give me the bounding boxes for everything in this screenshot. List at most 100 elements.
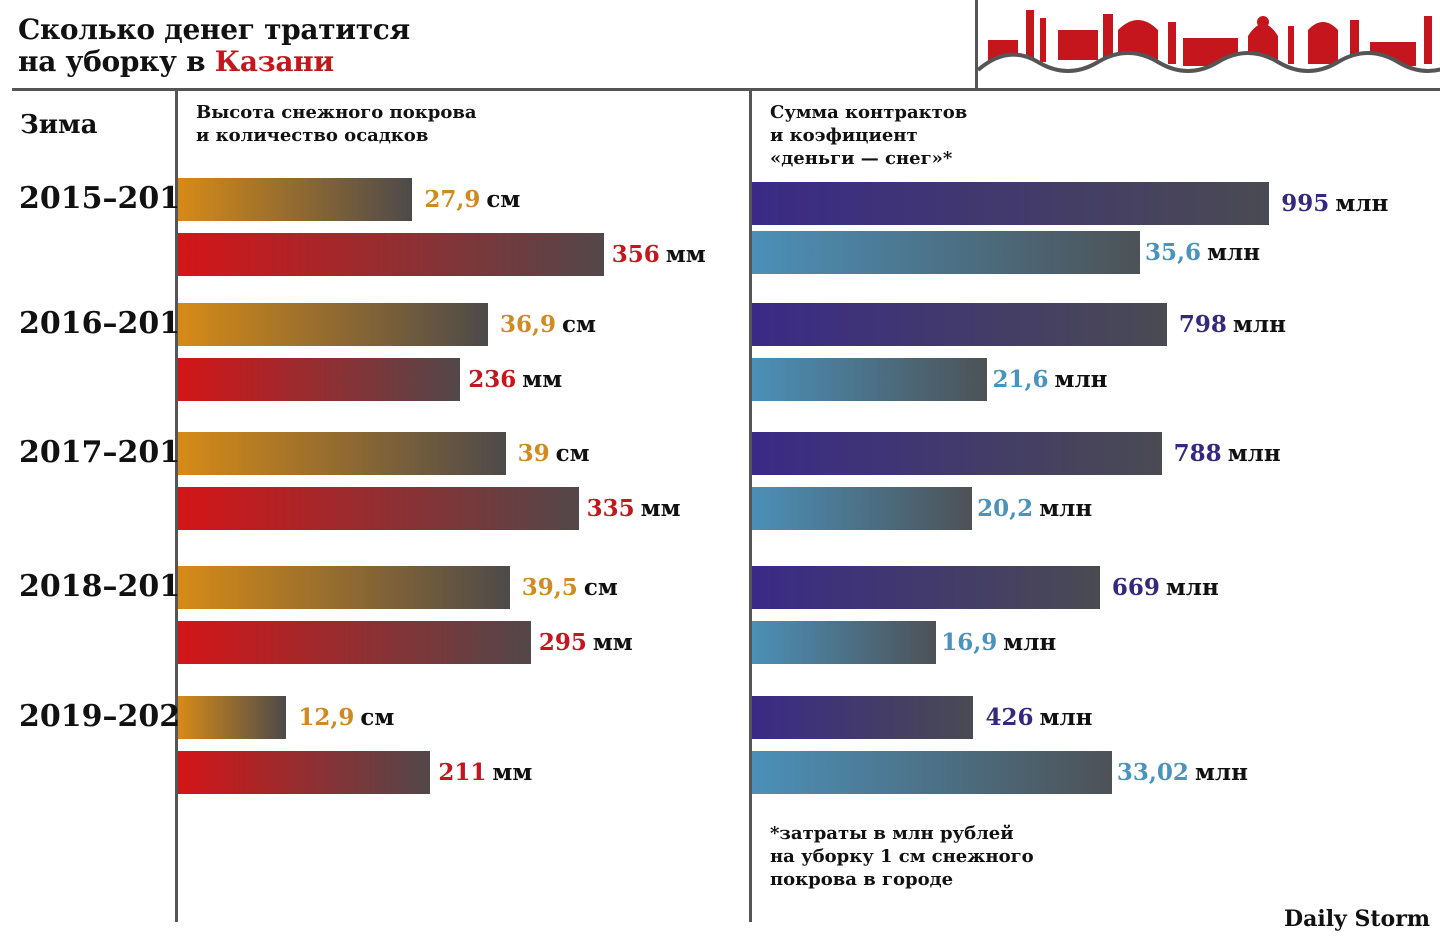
data-label-value: 798 — [1178, 310, 1227, 338]
data-label-unit: мм — [492, 758, 533, 786]
year-label: 2016–2017 — [19, 306, 201, 341]
right-panel-title-line3: «деньги — снег»* — [770, 148, 953, 169]
data-label-money: 798 млн — [1178, 310, 1286, 338]
footnote-line1: *затраты в млн рублей — [770, 823, 1014, 844]
data-label-value: 27,9 — [424, 185, 481, 213]
header-vertical-divider — [975, 0, 978, 90]
year-label: 2015–2016 — [19, 181, 201, 216]
data-label-value: 35,6 — [1145, 238, 1202, 266]
data-label-money: 995 млн — [1281, 189, 1388, 217]
data-label-value: 335 — [586, 494, 635, 522]
data-label-unit: млн — [1054, 365, 1108, 393]
kazan-skyline-illustration — [978, 0, 1440, 86]
right-axis-line — [749, 90, 752, 922]
left-axis-line — [175, 90, 178, 922]
footnote-line2: на уборку 1 см снежного — [770, 846, 1034, 867]
data-label-value: 39,5 — [521, 573, 578, 601]
data-label-value: 21,6 — [992, 365, 1049, 393]
data-label-coef: 16,9 млн — [941, 628, 1057, 656]
data-label-value: 426 — [985, 703, 1034, 731]
bar-coef — [752, 358, 988, 401]
data-label-value: 12,9 — [298, 703, 355, 731]
data-label-money: 426 млн — [985, 703, 1093, 731]
data-label-unit: млн — [1003, 628, 1057, 656]
data-label-coef: 33,02 млн — [1116, 758, 1248, 786]
title-city: Казани — [214, 45, 334, 78]
data-label-value: 33,02 — [1116, 758, 1189, 786]
right-panel-title-line1: Сумма контрактов — [770, 102, 968, 123]
data-label-coef: 21,6 млн — [992, 365, 1108, 393]
data-label-unit: см — [360, 703, 395, 731]
data-label-coef: 20,2 млн — [977, 494, 1093, 522]
data-label-value: 788 — [1173, 439, 1222, 467]
data-label-value: 36,9 — [499, 310, 556, 338]
bar-coef — [752, 487, 973, 530]
data-label-unit: млн — [1227, 439, 1281, 467]
bar-rain — [178, 233, 604, 276]
data-label-unit: мм — [640, 494, 681, 522]
bar-snow — [178, 178, 413, 221]
right-panel-title: Сумма контрактов и коэфициент «деньги — … — [770, 101, 967, 170]
data-label-unit: млн — [1039, 703, 1093, 731]
data-label-rain: 356 мм — [611, 240, 706, 268]
data-label-unit: см — [561, 310, 596, 338]
data-label-unit: см — [583, 573, 618, 601]
bar-money — [752, 182, 1270, 225]
data-label-snow: 27,9 см — [424, 185, 521, 213]
winter-column-header: Зима — [20, 110, 98, 140]
title-line2-prefix: на уборку в — [18, 45, 215, 78]
data-label-unit: см — [555, 439, 590, 467]
data-label-coef: 35,6 млн — [1145, 238, 1261, 266]
data-label-snow: 36,9 см — [499, 310, 596, 338]
data-label-value: 20,2 — [977, 494, 1034, 522]
data-label-snow: 12,9 см — [298, 703, 395, 731]
bar-coef — [752, 621, 937, 664]
bar-rain — [178, 487, 579, 530]
page-title: Сколько денег тратится на уборку в Казани — [18, 14, 410, 78]
data-label-value: 669 — [1111, 573, 1160, 601]
data-label-money: 788 млн — [1173, 439, 1281, 467]
bar-rain — [178, 751, 431, 794]
data-label-unit: млн — [1207, 238, 1261, 266]
footnote-line3: покрова в городе — [770, 869, 954, 890]
bar-rain — [178, 621, 531, 664]
data-label-unit: мм — [665, 240, 706, 268]
data-label-unit: мм — [522, 365, 563, 393]
bar-money — [752, 566, 1100, 609]
bar-coef — [752, 751, 1112, 794]
data-label-rain: 236 мм — [468, 365, 563, 393]
bar-rain — [178, 358, 461, 401]
data-label-value: 995 — [1281, 189, 1330, 217]
bar-snow — [178, 696, 287, 739]
bar-money — [752, 696, 974, 739]
header-divider — [12, 88, 1440, 91]
bar-snow — [178, 566, 510, 609]
year-label: 2018–2019 — [19, 569, 201, 604]
bar-snow — [178, 432, 506, 475]
data-label-unit: млн — [1232, 310, 1286, 338]
bar-snow — [178, 303, 488, 346]
data-label-money: 669 млн — [1111, 573, 1219, 601]
title-line1: Сколько денег тратится — [18, 13, 410, 46]
bar-coef — [752, 231, 1141, 274]
bar-money — [752, 432, 1162, 475]
right-panel-title-line2: и коэфициент — [770, 125, 918, 146]
data-label-unit: мм — [592, 628, 633, 656]
data-label-snow: 39 см — [517, 439, 590, 467]
data-label-value: 356 — [611, 240, 660, 268]
year-label: 2019–2020 — [19, 699, 201, 734]
data-label-rain: 211 мм — [438, 758, 533, 786]
data-label-unit: млн — [1165, 573, 1219, 601]
data-label-value: 295 — [538, 628, 587, 656]
data-label-value: 211 — [438, 758, 487, 786]
data-label-rain: 335 мм — [586, 494, 681, 522]
left-panel-title-line1: Высота снежного покрова — [196, 102, 477, 123]
data-label-unit: млн — [1039, 494, 1093, 522]
data-label-snow: 39,5 см — [521, 573, 618, 601]
left-panel-title: Высота снежного покрова и количество оса… — [196, 101, 477, 147]
data-label-rain: 295 мм — [538, 628, 633, 656]
data-label-unit: см — [486, 185, 521, 213]
data-label-value: 39 — [517, 439, 550, 467]
data-label-value: 16,9 — [941, 628, 998, 656]
footnote: *затраты в млн рублей на уборку 1 см сне… — [770, 822, 1034, 891]
